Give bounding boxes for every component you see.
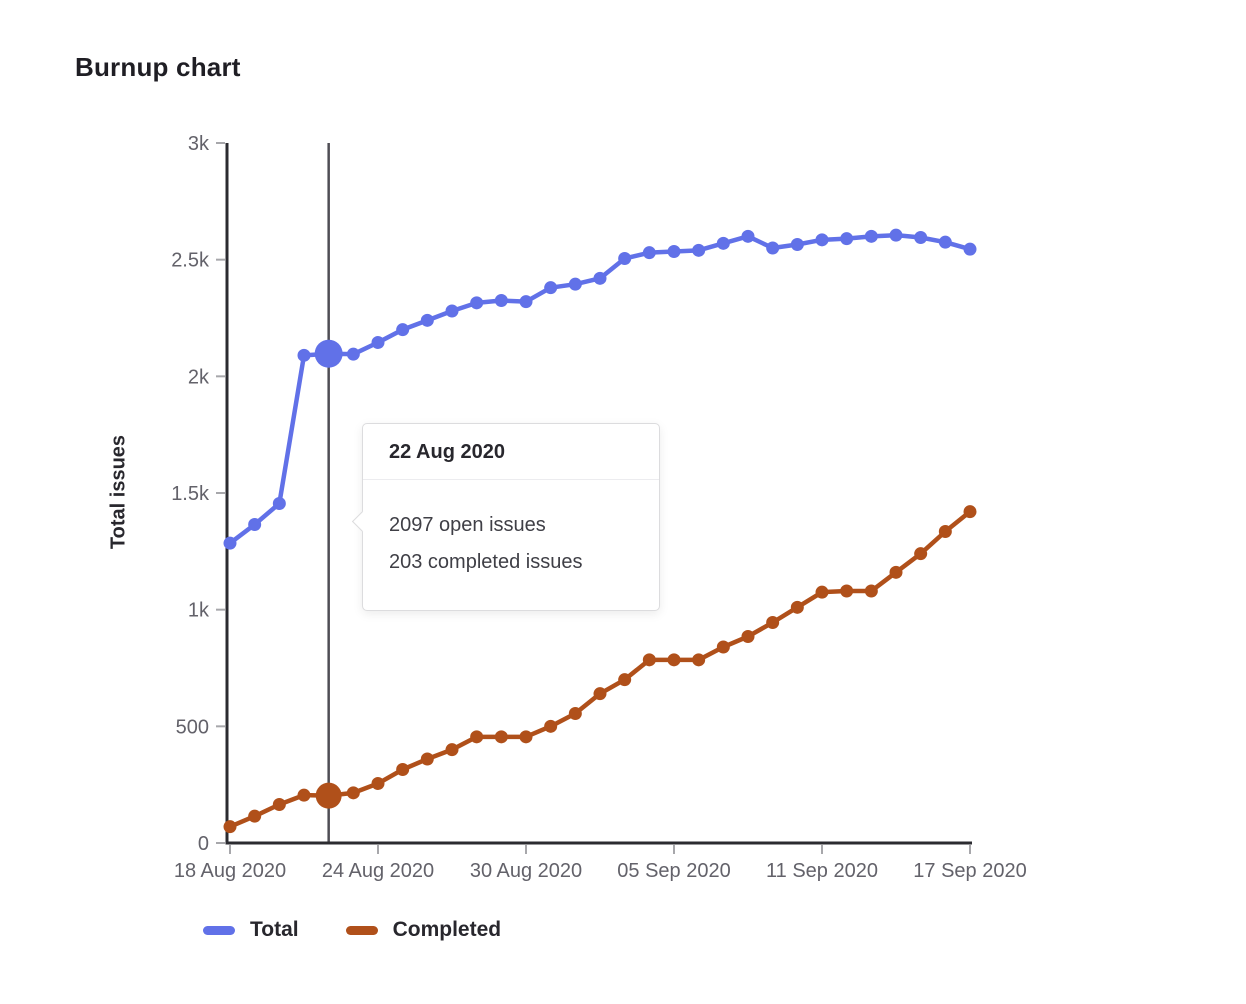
completed-point[interactable] bbox=[938, 525, 952, 538]
x-tick-label: 11 Sep 2020 bbox=[766, 860, 878, 882]
y-tick-label: 0 bbox=[198, 833, 209, 855]
completed-point[interactable] bbox=[667, 653, 681, 667]
total-point[interactable] bbox=[396, 323, 410, 337]
completed-point[interactable] bbox=[568, 707, 582, 720]
total-point[interactable] bbox=[297, 348, 311, 362]
legend-item-total[interactable]: Total bbox=[203, 918, 299, 942]
page-title: Burnup chart bbox=[75, 52, 241, 82]
completed-point[interactable] bbox=[272, 798, 286, 811]
completed-point[interactable] bbox=[396, 763, 410, 776]
total-point[interactable] bbox=[494, 294, 508, 307]
total-point[interactable] bbox=[248, 518, 262, 531]
total-point[interactable] bbox=[963, 242, 977, 256]
x-tick-label: 05 Sep 2020 bbox=[617, 860, 730, 882]
total-series-swatch-icon bbox=[203, 925, 235, 935]
total-point[interactable] bbox=[544, 281, 558, 295]
tooltip-date: 22 Aug 2020 bbox=[363, 424, 659, 480]
tooltip-body: 2097 open issues 203 completed issues bbox=[363, 480, 659, 610]
y-tick-label: 1.5k bbox=[171, 483, 210, 505]
total-point[interactable] bbox=[642, 246, 656, 260]
total-point[interactable] bbox=[519, 295, 533, 309]
completed-point[interactable] bbox=[371, 777, 385, 790]
completed-point[interactable] bbox=[223, 820, 237, 834]
total-point[interactable] bbox=[371, 336, 385, 349]
y-tick-label: 2.5k bbox=[171, 250, 210, 272]
completed-point[interactable] bbox=[914, 547, 928, 561]
completed-point[interactable] bbox=[741, 630, 755, 643]
total-point[interactable] bbox=[346, 347, 360, 361]
total-point[interactable] bbox=[840, 232, 854, 246]
completed-series-swatch-icon bbox=[345, 925, 378, 935]
total-point[interactable] bbox=[741, 229, 755, 243]
total-point[interactable] bbox=[815, 233, 829, 247]
total-point[interactable] bbox=[790, 238, 804, 251]
completed-point[interactable] bbox=[766, 616, 780, 629]
completed-point[interactable] bbox=[420, 752, 434, 766]
completed-point[interactable] bbox=[544, 719, 558, 733]
completed-point[interactable] bbox=[889, 565, 903, 579]
completed-point[interactable] bbox=[445, 743, 459, 757]
chart-legend: Total Completed bbox=[203, 918, 501, 942]
total-point[interactable] bbox=[420, 313, 434, 327]
tooltip-completed-issues: 203 completed issues bbox=[389, 551, 583, 573]
total-point[interactable] bbox=[889, 228, 903, 242]
x-tick-label: 24 Aug 2020 bbox=[322, 860, 434, 882]
total-point[interactable] bbox=[766, 241, 780, 255]
total-point[interactable] bbox=[864, 229, 878, 243]
x-tick-label: 17 Sep 2020 bbox=[913, 860, 1026, 882]
completed-point[interactable] bbox=[494, 730, 508, 744]
completed-point[interactable] bbox=[790, 600, 804, 614]
total-point[interactable] bbox=[445, 304, 459, 318]
total-point[interactable] bbox=[470, 296, 484, 310]
completed-point[interactable] bbox=[297, 788, 311, 802]
legend-item-completed[interactable]: Completed bbox=[345, 918, 502, 942]
total-selected-point[interactable] bbox=[314, 339, 343, 368]
completed-point[interactable] bbox=[716, 640, 730, 654]
y-tick-label: 1k bbox=[188, 600, 210, 622]
completed-selected-point[interactable] bbox=[315, 782, 342, 809]
chart-tooltip: 22 Aug 2020 2097 open issues 203 complet… bbox=[351, 423, 660, 611]
completed-point[interactable] bbox=[642, 653, 656, 667]
completed-point[interactable] bbox=[618, 673, 632, 687]
total-point[interactable] bbox=[618, 252, 632, 265]
completed-point[interactable] bbox=[815, 585, 829, 599]
total-point[interactable] bbox=[272, 497, 286, 510]
y-tick-label: 500 bbox=[176, 716, 209, 738]
total-point[interactable] bbox=[914, 231, 928, 244]
total-point[interactable] bbox=[568, 277, 582, 291]
completed-point[interactable] bbox=[593, 687, 607, 701]
total-point[interactable] bbox=[692, 243, 706, 257]
completed-point[interactable] bbox=[864, 584, 878, 598]
total-point[interactable] bbox=[938, 235, 952, 249]
total-point[interactable] bbox=[593, 271, 607, 285]
total-point[interactable] bbox=[667, 245, 681, 258]
y-tick-label: 2k bbox=[188, 366, 210, 388]
total-point[interactable] bbox=[716, 236, 730, 250]
completed-point[interactable] bbox=[519, 730, 533, 744]
y-tick-label: 3k bbox=[188, 133, 210, 155]
x-tick-label: 30 Aug 2020 bbox=[470, 860, 582, 882]
completed-point[interactable] bbox=[840, 584, 854, 598]
completed-point[interactable] bbox=[692, 653, 706, 667]
tooltip-open-issues: 2097 open issues bbox=[389, 514, 546, 536]
x-tick-label: 18 Aug 2020 bbox=[174, 860, 286, 882]
completed-point[interactable] bbox=[470, 730, 484, 744]
legend-label-completed: Completed bbox=[392, 918, 502, 941]
completed-point[interactable] bbox=[346, 786, 360, 800]
completed-point[interactable] bbox=[963, 505, 977, 519]
completed-point[interactable] bbox=[248, 809, 262, 823]
total-point[interactable] bbox=[223, 536, 237, 550]
legend-label-total: Total bbox=[250, 918, 299, 941]
